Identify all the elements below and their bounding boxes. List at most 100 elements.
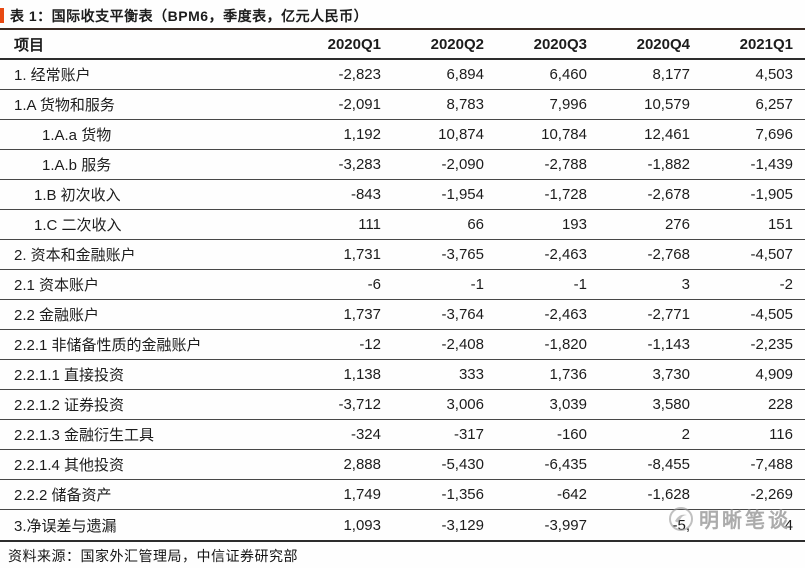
cell-value: 151 [767,216,793,233]
cell-value: 276 [664,216,690,233]
cell-value: -2,463 [544,246,587,263]
cell-value: 333 [458,366,484,383]
row-label: 1. 经常账户 [14,67,91,84]
cell-value: 2 [681,426,690,443]
table-row: 2.2.1.2 证券投资 -3,712 3,006 3,039 3,580 22… [0,390,805,420]
cell-value: 1,192 [343,126,381,143]
row-label: 3.净误差与遗漏 [14,517,117,535]
cell-value: 10,784 [541,126,587,143]
cell-value: -2,823 [338,66,381,83]
cell-value: -2,768 [647,246,690,263]
cell-value: 4 [784,516,793,534]
cell-value: 1,749 [343,486,381,503]
cell-value: -6,435 [544,456,587,473]
cell-value: 2,888 [343,456,381,473]
table-row: 2.1 资本账户 -6 -1 -1 3 -2 [0,270,805,300]
table-row: 2.2.1.1 直接投资 1,138 333 1,736 3,730 4,909 [0,360,805,390]
cell-value: -1,954 [441,186,484,203]
cell-value: 7,996 [549,96,587,113]
table-row: 1.A.b 服务 -3,283 -2,090 -2,788 -1,882 -1,… [0,150,805,180]
table-title-bar: 表 1：国际收支平衡表（BPM6，季度表，亿元人民币） [0,0,805,28]
table-row: 2.2.1 非储备性质的金融账户 -12 -2,408 -1,820 -1,14… [0,330,805,360]
row-label: 2.2.1.1 直接投资 [14,367,125,384]
title-divider [0,28,805,30]
cell-value: 10,874 [438,126,484,143]
column-header-2020q3: 2020Q3 [533,35,587,53]
cell-value: 10,579 [644,96,690,113]
table-body: 1. 经常账户 -2,823 6,894 6,460 8,177 4,503 1… [0,60,805,542]
cell-value: 1,731 [343,246,381,263]
cell-value: -1,439 [750,156,793,173]
row-label: 2.1 资本账户 [14,277,100,294]
row-label: 2.2 金融账户 [14,307,100,324]
cell-value: 8,177 [652,66,690,83]
cell-value: -8,455 [647,456,690,473]
row-label: 1.B 初次收入 [34,187,121,204]
row-label: 2.2.1.2 证券投资 [14,397,125,414]
cell-value: 111 [358,216,381,233]
cell-value: -317 [453,426,484,443]
cell-value: 3,730 [652,366,690,383]
cell-value: -2 [779,276,793,293]
row-label: 2.2.1.4 其他投资 [14,457,125,474]
cell-value: -2,788 [544,156,587,173]
cell-value: 3 [681,276,690,293]
cell-value: -2,235 [750,336,793,353]
table-row: 1.A.a 货物 1,192 10,874 10,784 12,461 7,69… [0,120,805,150]
row-label: 2.2.1 非储备性质的金融账户 [14,337,202,354]
cell-value: -3,712 [338,396,381,413]
cell-value: -1,882 [647,156,690,173]
cell-value: 6,257 [755,96,793,113]
column-header-2020q4: 2020Q4 [636,35,690,53]
row-label: 2.2.1.3 金融衍生工具 [14,427,155,444]
cell-value: -1,628 [647,486,690,503]
row-label: 1.C 二次收入 [34,217,122,234]
row-label: 2.2.2 储备资产 [14,487,112,504]
cell-value: 12,461 [644,126,690,143]
cell-value: 6,460 [549,66,587,83]
cell-value: 1,736 [549,366,587,383]
cell-value: 7,696 [755,126,793,143]
row-label: 1.A.a 货物 [42,127,112,144]
cell-value: 8,783 [446,96,484,113]
cell-value: -1,356 [441,486,484,503]
cell-value: -4,507 [750,246,793,263]
cell-value: -1,143 [647,336,690,353]
cell-value: 116 [769,426,793,443]
page-title: 表 1：国际收支平衡表（BPM6，季度表，亿元人民币） [10,7,369,24]
cell-value: -6 [367,276,381,293]
cell-value: -3,997 [544,516,587,534]
cell-value: 228 [767,396,793,413]
table-row: 2.2.1.4 其他投资 2,888 -5,430 -6,435 -8,455 … [0,450,805,480]
cell-value: -5,430 [441,456,484,473]
table-row: 1. 经常账户 -2,823 6,894 6,460 8,177 4,503 [0,60,805,90]
cell-value: -843 [350,186,381,203]
cell-value: -2,463 [544,306,587,323]
cell-value: 3,039 [549,396,587,413]
cell-value: -3,764 [441,306,484,323]
cell-value: -324 [350,426,381,443]
source-note: 资料来源：国家外汇管理局，中信证券研究部 [8,547,298,564]
cell-value: -12 [359,336,381,353]
cell-value: 4,503 [755,66,793,83]
cell-value: -642 [556,486,587,503]
table-row: 1.A 货物和服务 -2,091 8,783 7,996 10,579 6,25… [0,90,805,120]
cell-value: -1,820 [544,336,587,353]
row-label: 1.A.b 服务 [42,157,112,174]
cell-value: -3,129 [441,516,484,534]
cell-value: -3,765 [441,246,484,263]
cell-value: 1,093 [343,516,381,534]
cell-value: -2,091 [338,96,381,113]
cell-value: 3,580 [652,396,690,413]
table-row: 2. 资本和金融账户 1,731 -3,765 -2,463 -2,768 -4… [0,240,805,270]
cell-value: -160 [556,426,587,443]
cell-value: 1,737 [343,306,381,323]
cell-value: -1,728 [544,186,587,203]
cell-value: -3,283 [338,156,381,173]
cell-value: -1 [470,276,484,293]
cell-value: -4,505 [750,306,793,323]
table-row: 1.C 二次收入 111 66 193 276 151 [0,210,805,240]
column-header-2020q1: 2020Q1 [327,35,381,53]
cell-value: -2,408 [441,336,484,353]
column-header-2021q1: 2021Q1 [739,35,793,53]
